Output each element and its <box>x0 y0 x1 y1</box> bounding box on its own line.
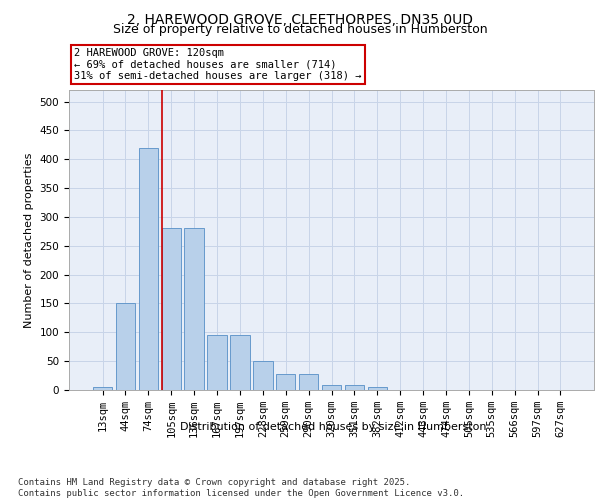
Text: Contains HM Land Registry data © Crown copyright and database right 2025.
Contai: Contains HM Land Registry data © Crown c… <box>18 478 464 498</box>
Bar <box>161 228 181 390</box>
Text: Size of property relative to detached houses in Humberston: Size of property relative to detached ho… <box>113 22 487 36</box>
Bar <box>93 387 112 390</box>
Text: Distribution of detached houses by size in Humberston: Distribution of detached houses by size … <box>180 422 486 432</box>
Text: 2 HAREWOOD GROVE: 120sqm
← 69% of detached houses are smaller (714)
31% of semi-: 2 HAREWOOD GROVE: 120sqm ← 69% of detach… <box>74 48 362 81</box>
Bar <box>344 385 364 390</box>
Bar <box>230 335 250 390</box>
Bar <box>139 148 158 390</box>
Bar <box>276 374 295 390</box>
Bar <box>299 374 319 390</box>
Bar <box>368 387 387 390</box>
Text: 2, HAREWOOD GROVE, CLEETHORPES, DN35 0UD: 2, HAREWOOD GROVE, CLEETHORPES, DN35 0UD <box>127 12 473 26</box>
Bar <box>322 385 341 390</box>
Bar <box>184 228 204 390</box>
Bar <box>253 361 272 390</box>
Y-axis label: Number of detached properties: Number of detached properties <box>24 152 34 328</box>
Bar <box>208 335 227 390</box>
Bar <box>116 304 135 390</box>
